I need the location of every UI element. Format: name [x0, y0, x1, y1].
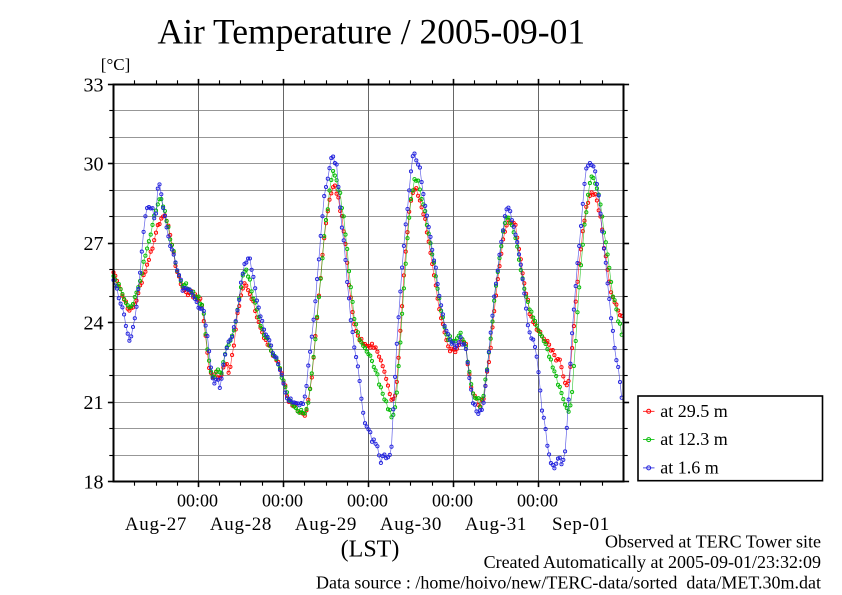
- svg-text:at 29.5 m: at 29.5 m: [660, 401, 728, 421]
- svg-text:27: 27: [84, 233, 104, 255]
- svg-text:Created Automatically at 2005-: Created Automatically at 2005-09-01/23:3…: [484, 552, 821, 572]
- svg-text:(LST): (LST): [341, 536, 400, 562]
- svg-text:18: 18: [84, 471, 104, 493]
- svg-text:Air Temperature / 2005-09-01: Air Temperature / 2005-09-01: [157, 11, 585, 51]
- svg-text:at 1.6 m: at 1.6 m: [660, 458, 719, 478]
- svg-text:00:00: 00:00: [262, 491, 303, 511]
- svg-text:at 12.3 m: at 12.3 m: [660, 429, 728, 449]
- svg-text:30: 30: [84, 154, 104, 176]
- svg-text:Data source : /home/hoivo/new/: Data source : /home/hoivo/new/TERC-data/…: [316, 573, 821, 593]
- svg-text:21: 21: [84, 392, 104, 414]
- svg-text:00:00: 00:00: [517, 491, 558, 511]
- svg-text:24: 24: [84, 313, 104, 335]
- svg-text:Aug-27: Aug-27: [125, 514, 187, 535]
- svg-text:Sep-01: Sep-01: [552, 514, 610, 535]
- svg-text:00:00: 00:00: [432, 491, 473, 511]
- svg-text:Aug-28: Aug-28: [210, 514, 272, 535]
- svg-text:Observed at TERC Tower site: Observed at TERC Tower site: [605, 532, 821, 552]
- svg-text:Aug-30: Aug-30: [380, 514, 442, 535]
- svg-text:Aug-31: Aug-31: [465, 514, 527, 535]
- svg-text:[°C]: [°C]: [101, 55, 130, 74]
- svg-text:00:00: 00:00: [347, 491, 388, 511]
- svg-text:00:00: 00:00: [177, 491, 218, 511]
- svg-text:Aug-29: Aug-29: [295, 514, 357, 535]
- svg-text:33: 33: [84, 74, 104, 96]
